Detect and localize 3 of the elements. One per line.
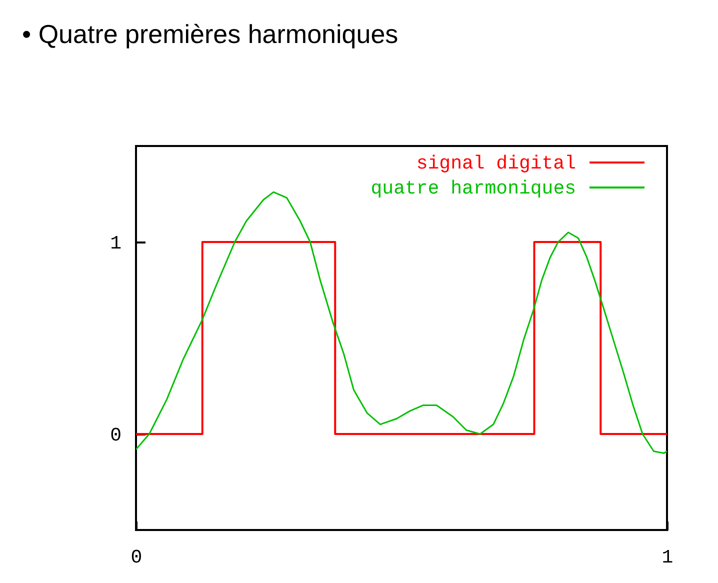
legend-label: quatre harmoniques xyxy=(370,178,576,200)
legend-label: signal digital xyxy=(416,152,576,174)
chart-title: • Quatre premières harmoniques xyxy=(22,19,398,49)
